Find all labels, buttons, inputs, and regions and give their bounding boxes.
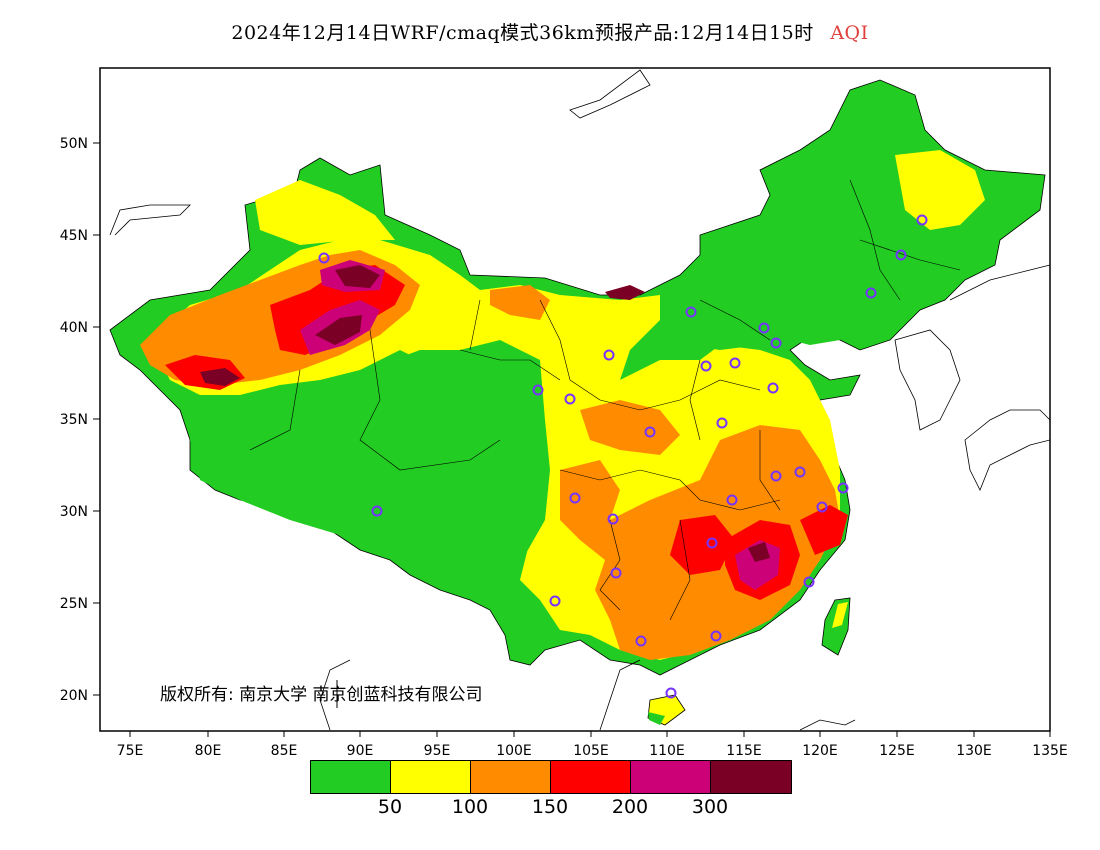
station-marker <box>665 687 677 699</box>
y-tick-label: 30N <box>60 504 88 520</box>
station-marker <box>564 393 576 405</box>
legend-label: 200 <box>611 796 649 818</box>
legend-label: 300 <box>691 796 729 818</box>
legend-swatch <box>631 761 711 793</box>
station-marker <box>610 567 622 579</box>
station-marker <box>706 537 718 549</box>
station-marker <box>685 306 697 318</box>
station-marker <box>603 349 615 361</box>
aqi-zone-hazardous-3 <box>200 368 240 386</box>
station-marker <box>770 337 782 349</box>
station-marker <box>895 249 907 261</box>
aqi-zone-hazardous-4 <box>605 285 645 300</box>
station-marker <box>916 214 928 226</box>
station-marker <box>865 287 877 299</box>
aqi-zone-moderate-ne <box>895 150 985 230</box>
station-marker <box>318 252 330 264</box>
station-marker <box>803 576 815 588</box>
station-marker <box>716 417 728 429</box>
aqi-zone-sensitive-central <box>580 400 680 455</box>
x-axis: 75E 80E 85E 90E 95E 100E 105E 110E 115E … <box>117 731 1068 759</box>
title-main: 2024年12月14日WRF/cmaq模式36km预报产品:12月14日15时 <box>231 22 814 44</box>
title-product: AQI <box>830 22 869 44</box>
y-tick-label: 40N <box>60 320 88 336</box>
station-marker <box>569 492 581 504</box>
station-marker <box>700 360 712 372</box>
foreign-coastlines <box>109 69 1051 731</box>
station-marker <box>794 466 806 478</box>
station-marker <box>710 630 722 642</box>
aqi-zone-hazardous-2 <box>315 315 362 345</box>
station-marker <box>758 322 770 334</box>
station-marker <box>770 470 782 482</box>
legend-label: 50 <box>377 796 403 818</box>
x-tick-label: 95E <box>424 743 451 759</box>
x-tick-label: 100E <box>496 743 532 759</box>
copyright-text: 版权所有: 南京大学 南京创蓝科技有限公司 <box>160 685 483 705</box>
station-marker <box>644 426 656 438</box>
x-tick-label: 115E <box>726 743 762 759</box>
hainan-green <box>648 712 665 725</box>
aqi-zone-unhealthy-coast <box>800 505 848 555</box>
legend-swatch <box>311 761 391 793</box>
legend-swatch <box>391 761 471 793</box>
legend-swatch <box>711 761 791 793</box>
y-axis: 50N 45N 40N 35N 30N 25N 20N <box>60 136 100 704</box>
station-marker <box>532 384 544 396</box>
legend-swatch <box>551 761 631 793</box>
x-tick-label: 135E <box>1032 743 1068 759</box>
x-tick-label: 110E <box>649 743 685 759</box>
aqi-zone-hazardous-5 <box>748 542 770 562</box>
aqi-legend <box>310 760 792 794</box>
x-tick-label: 80E <box>195 743 222 759</box>
x-tick-label: 85E <box>271 743 298 759</box>
aqi-zone-good-north <box>680 295 840 350</box>
taiwan-moderate <box>832 602 848 628</box>
y-tick-label: 50N <box>60 136 88 152</box>
aqi-zone-hazardous-1 <box>335 265 380 288</box>
station-marker <box>371 505 383 517</box>
aqi-zone-good-tibet <box>185 340 550 580</box>
aqi-zone-very-unhealthy-east <box>735 540 780 590</box>
station-marker <box>726 494 738 506</box>
station-marker <box>767 382 779 394</box>
x-tick-label: 130E <box>956 743 992 759</box>
aqi-zone-moderate-w <box>255 180 395 245</box>
province-borders <box>249 179 961 621</box>
x-tick-label: 90E <box>347 743 374 759</box>
x-tick-label: 75E <box>117 743 144 759</box>
legend-label: 100 <box>451 796 489 818</box>
y-tick-label: 25N <box>60 596 88 612</box>
legend-swatch <box>471 761 551 793</box>
y-tick-label: 35N <box>60 412 88 428</box>
legend-label: 150 <box>531 796 569 818</box>
station-markers <box>318 214 928 699</box>
map-title: 2024年12月14日WRF/cmaq模式36km预报产品:12月14日15时 … <box>0 18 1100 45</box>
y-tick-label: 45N <box>60 228 88 244</box>
station-marker <box>549 595 561 607</box>
station-marker <box>607 513 619 525</box>
station-marker <box>837 482 849 494</box>
aqi-zone-unhealthy-south <box>670 515 735 575</box>
aqi-zone-sensitive-mongolia <box>490 285 550 320</box>
x-tick-label: 105E <box>573 743 609 759</box>
station-marker <box>729 357 741 369</box>
x-tick-label: 125E <box>879 743 915 759</box>
x-tick-label: 120E <box>802 743 838 759</box>
station-marker <box>635 635 647 647</box>
station-marker <box>816 501 828 513</box>
y-tick-label: 20N <box>60 688 88 704</box>
